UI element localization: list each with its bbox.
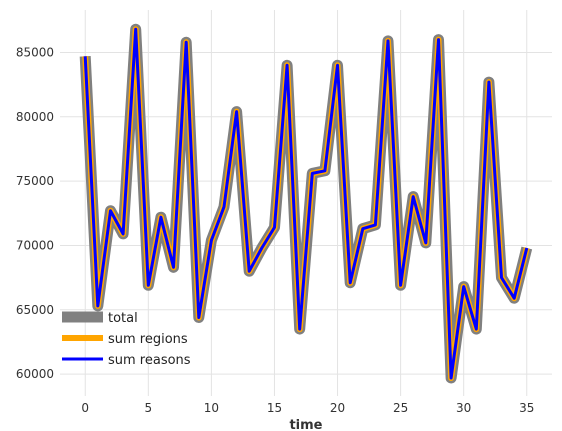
x-axis-ticks: 0 5 10 15 20 25 30 35 <box>81 401 534 415</box>
y-tick-label: 80000 <box>16 110 54 124</box>
x-tick-label: 35 <box>519 401 534 415</box>
x-tick-label: 10 <box>204 401 219 415</box>
legend-label: total <box>108 311 138 326</box>
x-tick-label: 30 <box>456 401 471 415</box>
y-tick-label: 85000 <box>16 45 54 59</box>
y-tick-label: 60000 <box>16 367 54 381</box>
y-tick-label: 75000 <box>16 174 54 188</box>
legend: total sum regions sum reasons <box>62 311 191 368</box>
series-line-sum-reasons <box>83 27 529 380</box>
legend-label: sum regions <box>108 332 188 347</box>
x-tick-label: 25 <box>393 401 408 415</box>
x-axis-label: time <box>289 418 322 431</box>
y-axis-ticks: 60000 65000 70000 75000 80000 85000 <box>16 45 54 381</box>
x-tick-label: 0 <box>81 401 89 415</box>
legend-label: sum reasons <box>108 353 191 368</box>
y-tick-label: 70000 <box>16 238 54 252</box>
x-tick-label: 20 <box>330 401 345 415</box>
x-tick-label: 15 <box>267 401 282 415</box>
x-tick-label: 5 <box>144 401 152 415</box>
series-lines <box>79 23 533 384</box>
y-tick-label: 65000 <box>16 303 54 317</box>
